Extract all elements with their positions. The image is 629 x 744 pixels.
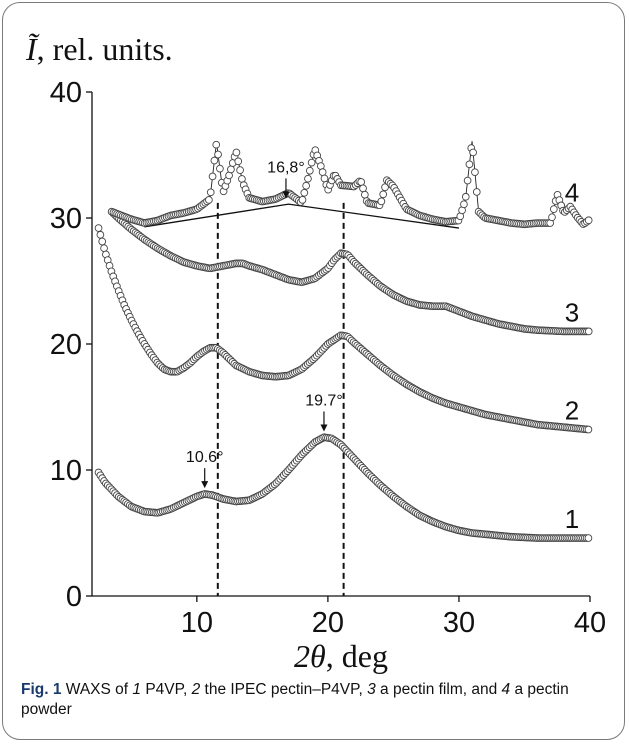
data-point <box>584 327 593 336</box>
annotation-label: 10.6° <box>186 449 224 466</box>
series-label: 4 <box>565 178 579 208</box>
x-tick-label: 20 <box>312 607 344 639</box>
data-point <box>471 168 479 177</box>
x-tick-label: 10 <box>181 607 213 639</box>
data-point <box>304 174 312 183</box>
data-point <box>298 196 307 204</box>
caption-text: P4VP, <box>141 681 192 698</box>
data-point <box>307 158 316 167</box>
data-point <box>461 192 470 201</box>
waxs-chart: 0 10 20 30 40 10 20 30 40 Ĩ, rel. units. 2θ, deg 1… <box>25 31 606 674</box>
data-point <box>232 148 241 157</box>
series-2 <box>94 224 593 434</box>
data-point <box>381 183 389 192</box>
data-point <box>238 175 246 183</box>
data-point <box>305 166 314 175</box>
y-tick-label: 40 <box>50 77 82 109</box>
x-tick-label: 30 <box>443 607 475 639</box>
data-point <box>469 148 477 157</box>
data-point <box>205 196 213 204</box>
caption-text: the IPEC pectin–P4VP, <box>200 681 368 698</box>
series-label: 3 <box>565 297 579 327</box>
series-label: 2 <box>565 396 579 426</box>
y-axis-label: Ĩ, rel. units. <box>25 31 173 67</box>
labels: 1 2 3 4 16,8° 19.7° 10.6° <box>186 159 579 534</box>
caption-number: 4 <box>501 681 511 698</box>
caption-text: WAXS of <box>61 681 133 698</box>
y-tick-label: 20 <box>50 329 82 361</box>
y-tick-label: 10 <box>50 455 82 487</box>
x-axis-symbol: 2θ <box>294 638 326 674</box>
series-3 <box>107 207 593 336</box>
data-point <box>379 190 388 199</box>
background-baseline <box>144 203 460 229</box>
data-point <box>94 224 103 232</box>
data-series <box>94 140 593 542</box>
data-point <box>236 166 244 174</box>
data-point <box>584 534 593 542</box>
y-tick-label: 0 <box>66 581 82 613</box>
caption-number: 1 <box>132 681 142 698</box>
data-point <box>210 156 219 165</box>
data-point <box>584 425 593 434</box>
data-point <box>359 184 367 193</box>
data-point <box>96 230 105 239</box>
data-point <box>465 160 474 169</box>
annotation-label: 16,8° <box>267 159 305 176</box>
data-point <box>216 164 224 173</box>
annotation-arrowhead <box>201 481 209 489</box>
y-axis-unit: , rel. units. <box>37 31 173 67</box>
data-point <box>584 216 593 225</box>
data-point <box>234 157 243 166</box>
data-point <box>206 188 215 197</box>
y-tick-label: 30 <box>50 203 82 235</box>
data-point <box>463 176 472 185</box>
data-point <box>472 188 481 196</box>
x-tick-label: 40 <box>574 607 606 639</box>
data-point <box>460 200 468 209</box>
data-point <box>98 237 107 246</box>
x-axis-unit: , deg <box>326 638 388 674</box>
data-point <box>357 178 366 186</box>
caption-text: a pectin film, and <box>375 681 502 698</box>
data-point <box>208 172 217 181</box>
annotation-arrowhead <box>282 191 290 199</box>
data-point <box>212 140 221 149</box>
data-point <box>549 205 558 213</box>
series-label: 1 <box>565 504 579 534</box>
data-point <box>100 244 108 253</box>
data-point <box>361 190 369 199</box>
background-line <box>144 203 460 229</box>
figure-caption: Fig. 1 WAXS of 1 P4VP, 2 the IPEC pectin… <box>21 680 611 720</box>
data-point <box>318 168 327 176</box>
data-point <box>227 165 235 174</box>
y-axis-symbol: Ĩ <box>25 31 40 67</box>
series-1 <box>94 433 593 542</box>
annotation-arrowhead <box>320 424 328 432</box>
data-point <box>320 174 329 183</box>
series-4 <box>107 140 593 229</box>
data-point <box>300 188 309 197</box>
caption-text: a pectin powder <box>21 681 569 718</box>
annotation-label: 19.7° <box>305 392 343 409</box>
data-point <box>302 181 310 190</box>
data-point <box>377 197 386 206</box>
caption-number: 3 <box>367 681 376 698</box>
caption-number: 2 <box>191 681 201 698</box>
data-point <box>214 150 222 159</box>
figure-label: Fig. 1 <box>21 681 62 698</box>
data-point <box>548 213 556 222</box>
x-axis-label: 2θ, deg <box>294 638 388 674</box>
axes: 0 10 20 30 40 10 20 30 40 Ĩ, rel. units. 2θ, deg <box>25 31 606 674</box>
